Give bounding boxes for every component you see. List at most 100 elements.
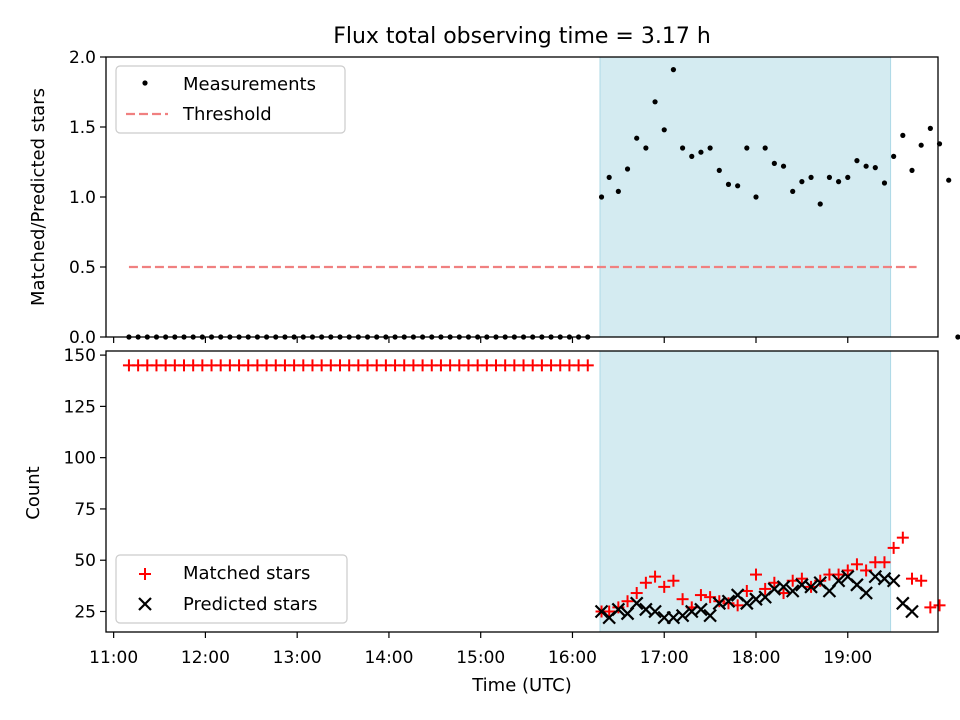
measurement-point <box>826 174 833 180</box>
chart-title: Flux total observing time = 3.17 h <box>333 24 711 49</box>
predicted-star-point <box>721 594 736 609</box>
predicted-star-point <box>648 604 662 619</box>
measurement-point <box>872 165 878 171</box>
measurement-point <box>891 153 897 159</box>
predicted-star-point <box>886 573 901 588</box>
measurement-point <box>670 67 677 73</box>
predicted-star-point <box>611 602 626 617</box>
predicted-star-point <box>776 580 791 594</box>
top-panel: 0.00.51.01.52.0 Matched/Predicted stars … <box>28 48 960 348</box>
legend-threshold-label: Threshold <box>182 104 272 125</box>
matched-star-point <box>933 599 946 612</box>
top-y-tick-label: 2.0 <box>69 48 96 68</box>
predicted-star-point <box>859 586 873 600</box>
measurement-point <box>817 201 823 207</box>
bottom-x-tick-label: 14:00 <box>364 648 413 668</box>
measurement-point <box>946 177 952 183</box>
predicted-star-point <box>785 584 800 598</box>
matched-star-point <box>850 558 863 571</box>
top-y-axis: 0.0 0.5 1.0 1.5 2.0 <box>69 48 106 348</box>
x-axis-label: Time (UTC) <box>471 675 572 696</box>
matched-star-point <box>603 605 616 618</box>
measurement-point <box>643 145 649 151</box>
bottom-x-tick-label: 18:00 <box>732 648 781 668</box>
bottom-y-tick-label: 50 <box>74 551 96 571</box>
matched-star-point <box>841 564 854 577</box>
top-x-ticks <box>113 337 849 343</box>
measurement-point <box>918 142 924 148</box>
matched-star-point <box>630 587 643 600</box>
top-legend: Measurements Threshold <box>115 65 346 134</box>
matched-star-point <box>832 568 845 581</box>
legend-predicted-marker <box>138 597 152 611</box>
matched-star-point <box>722 597 735 610</box>
matched-star-point <box>676 593 689 606</box>
matched-star-point <box>896 531 909 544</box>
bottom-y-tick-label: 125 <box>64 397 96 417</box>
measurement-point <box>909 167 915 173</box>
matched-star-point <box>694 589 707 602</box>
measurement-point <box>634 135 640 141</box>
bottom-panel: 25 50 75 100 125 150 11:00 12:00 13:00 14:00 15:0… <box>23 346 946 696</box>
matched-star-point <box>906 572 918 585</box>
bottom-x-axis: 11:00 12:00 13:00 14:00 15:00 16:00 17:00 18:00… <box>89 632 872 668</box>
predicted-star-point <box>675 608 690 623</box>
measurement-point <box>689 153 695 159</box>
predicted-star-point <box>905 604 919 619</box>
predicted-star-point <box>831 573 846 588</box>
measurement-point <box>780 163 787 169</box>
measurement-point <box>927 125 933 131</box>
bottom-x-tick-label: 15:00 <box>456 648 505 668</box>
measurement-point <box>661 127 667 133</box>
bottom-y-tick-label: 75 <box>74 500 96 520</box>
matched-star-point <box>878 556 891 569</box>
bottom-legend-frame <box>115 554 348 624</box>
measurement-points <box>126 67 960 340</box>
legend-predicted-label: Predicted stars <box>183 594 317 615</box>
matched-star-point <box>713 595 726 608</box>
bottom-x-tick-label: 17:00 <box>640 648 689 668</box>
bottom-y-axis: 25 50 75 100 125 150 <box>64 346 106 622</box>
bottom-x-tick-label: 13:00 <box>273 648 322 668</box>
predicted-star-point <box>804 580 818 594</box>
measurement-point <box>707 145 713 151</box>
measurement-point <box>790 188 796 194</box>
top-y-tick-label: 1.5 <box>69 118 96 138</box>
matched-star-point <box>621 595 634 608</box>
legend-measurements-label: Measurements <box>183 74 316 95</box>
measurement-point <box>808 174 814 180</box>
predicted-star-point <box>703 608 717 623</box>
top-observing-window <box>599 56 892 338</box>
matched-star-point <box>639 576 652 589</box>
measurement-point <box>652 99 658 105</box>
matched-star-point <box>915 574 928 587</box>
measurement-point <box>835 179 842 185</box>
top-legend-frame <box>115 65 346 134</box>
measurement-point <box>900 132 906 138</box>
bottom-x-tick-label: 12:00 <box>181 648 230 668</box>
bottom-x-tick-label: 16:00 <box>548 648 597 668</box>
bottom-y-tick-label: 25 <box>74 602 96 622</box>
legend-measurements-marker <box>142 80 148 86</box>
measurement-point <box>598 194 605 200</box>
top-y-tick-label: 0.0 <box>69 328 96 348</box>
measurement-point <box>725 181 732 187</box>
measurement-point <box>771 160 777 166</box>
measurement-point <box>716 167 722 173</box>
count-points <box>122 359 946 625</box>
predicted-star-point <box>740 596 754 611</box>
bottom-x-tick-label: 19:00 <box>823 648 872 668</box>
bottom-axes-frame <box>105 350 939 633</box>
measurement-point <box>624 166 631 172</box>
measurement-point <box>615 188 621 194</box>
predicted-star-point <box>629 596 644 611</box>
matched-star-point <box>887 541 900 554</box>
matched-star-point <box>658 580 671 593</box>
bottom-y-axis-label: Count <box>23 466 44 519</box>
matched-star-point <box>667 574 680 587</box>
legend-matched-marker <box>139 568 151 580</box>
measurement-point <box>606 174 612 180</box>
matched-star-point <box>750 568 762 581</box>
measurement-point <box>753 194 759 200</box>
